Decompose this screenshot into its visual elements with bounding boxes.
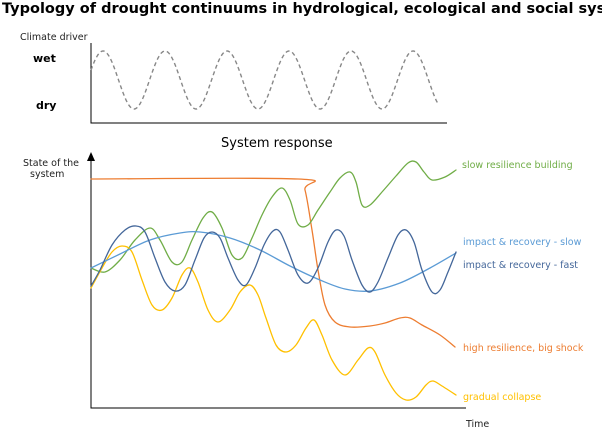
y-axis-arrow-icon (87, 152, 95, 161)
curve-impact-slow (90, 230, 457, 293)
legend-gradual-collapse: gradual collapse (463, 392, 541, 403)
state-label-line2: system (30, 169, 64, 180)
dry-label: dry (36, 99, 56, 112)
legend-impact-slow: impact & recovery - slow (463, 237, 582, 248)
system-response-title: System response (221, 136, 333, 151)
climate-driver-label: Climate driver (20, 32, 88, 43)
climate-driver-panel: Climate driver wet dry (20, 32, 447, 124)
curve-gradual-collapse (90, 245, 457, 401)
climate-driver-wave (90, 50, 439, 110)
climate-driver-axes (90, 43, 447, 124)
curve-slow-resilience (90, 160, 457, 273)
wet-label: wet (33, 52, 56, 65)
legend-high-resilience: high resilience, big shock (463, 343, 584, 354)
figure-title: Typology of drought continuums in hydrol… (2, 1, 602, 17)
curve-high-resilience (90, 177, 456, 348)
state-label-line1: State of the (23, 158, 79, 169)
legend-slow-resilience: slow resilience building (462, 160, 573, 171)
legend-impact-fast: impact & recovery - fast (463, 260, 578, 271)
system-response-axes (90, 160, 466, 409)
system-response-panel: State of the system Time slow resilience… (23, 152, 584, 429)
curve-impact-fast (90, 225, 457, 295)
time-label: Time (465, 419, 489, 429)
